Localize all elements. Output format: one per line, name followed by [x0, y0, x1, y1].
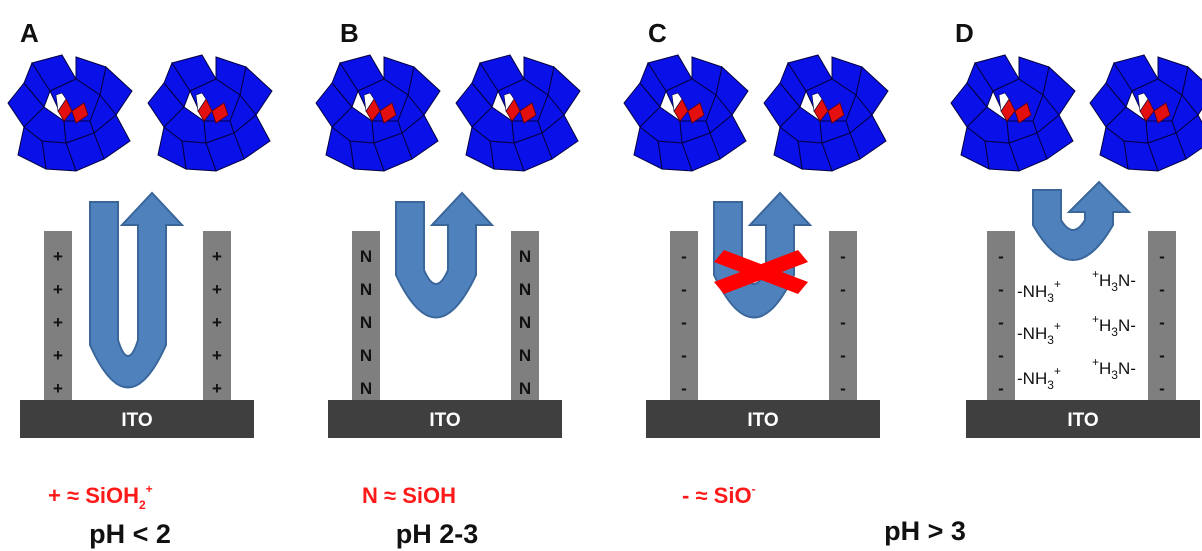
polyoxometalate-icon: [455, 54, 581, 172]
svg-text:-: -: [681, 280, 687, 299]
ito-substrate: [646, 400, 880, 438]
svg-text:-: -: [998, 280, 1004, 299]
amine-groups-right: +H3N- +H3N- +H3N-: [1092, 267, 1136, 382]
ito-label: ITO: [121, 410, 152, 431]
curved-arrow-icon: [1032, 180, 1132, 261]
panel-letter: B: [340, 18, 359, 48]
svg-text:-: -: [840, 280, 846, 299]
svg-text:+: +: [212, 379, 222, 398]
svg-text:-: -: [998, 313, 1004, 332]
right-wall-signs: + + + + +: [212, 247, 222, 398]
svg-text:-: -: [681, 379, 687, 398]
svg-text:-: -: [1159, 247, 1165, 266]
svg-text:-: -: [681, 346, 687, 365]
polyoxometalate-icon: [623, 54, 749, 172]
svg-text:N: N: [519, 379, 531, 398]
svg-text:+H3N-: +H3N-: [1092, 355, 1136, 382]
svg-text:-NH3+: -NH3+: [1017, 364, 1061, 392]
right-wall: [829, 231, 857, 401]
svg-text:-: -: [998, 379, 1004, 398]
right-wall: [203, 231, 231, 401]
svg-text:+: +: [53, 346, 63, 365]
svg-text:-: -: [840, 247, 846, 266]
panel-d: D - - - - - - - - - - -NH3+ -NH3+ -NH3+ …: [950, 18, 1202, 438]
curved-arrow-icon: [89, 191, 185, 389]
svg-text:N: N: [360, 247, 372, 266]
svg-text:-: -: [1159, 379, 1165, 398]
svg-text:+H3N-: +H3N-: [1092, 312, 1136, 339]
svg-text:+H3N-: +H3N-: [1092, 267, 1136, 294]
ito-label: ITO: [1067, 410, 1098, 431]
left-wall: [352, 231, 380, 401]
left-wall: [44, 231, 72, 401]
svg-text:+: +: [212, 346, 222, 365]
ito-substrate: [966, 400, 1200, 438]
svg-text:N: N: [360, 280, 372, 299]
polyoxometalate-icon: [315, 54, 441, 172]
svg-text:N: N: [519, 346, 531, 365]
svg-text:+: +: [53, 379, 63, 398]
right-wall-signs: N N N N N: [519, 247, 531, 398]
polyoxometalate-icon: [1089, 54, 1202, 172]
ph-label-b: pH 2-3: [396, 519, 479, 549]
right-wall: [511, 231, 539, 401]
svg-text:-: -: [1159, 346, 1165, 365]
panel-a: A + + + + + + + + + + ITO + ≈ SiOH2+ pH …: [7, 18, 273, 549]
panel-letter: D: [955, 18, 974, 48]
ph-label-cd: pH > 3: [884, 516, 966, 546]
svg-text:+: +: [212, 313, 222, 332]
svg-text:+: +: [53, 313, 63, 332]
legend-a: + ≈ SiOH2+: [48, 482, 153, 512]
polyoxometalate-icon: [147, 54, 273, 172]
svg-text:N: N: [360, 346, 372, 365]
legend-c: - ≈ SiO-: [682, 482, 756, 508]
polyoxometalate-icon: [7, 54, 133, 172]
svg-text:N: N: [519, 280, 531, 299]
left-wall-signs: + + + + +: [53, 247, 63, 398]
svg-text:+: +: [212, 247, 222, 266]
svg-text:-: -: [1159, 280, 1165, 299]
svg-text:-: -: [840, 346, 846, 365]
panel-b: B N N N N N N N N N N ITO N ≈ SiOH pH 2-…: [315, 18, 581, 549]
svg-text:N: N: [519, 313, 531, 332]
panel-letter: C: [648, 18, 667, 48]
svg-text:-: -: [998, 346, 1004, 365]
left-wall-signs: N N N N N: [360, 247, 372, 398]
svg-text:-: -: [998, 247, 1004, 266]
ph-label-a: pH < 2: [89, 519, 171, 549]
right-wall: [1148, 231, 1176, 401]
legend-b: N ≈ SiOH: [362, 483, 456, 508]
svg-text:-: -: [840, 313, 846, 332]
svg-text:-: -: [1159, 313, 1165, 332]
svg-text:+: +: [53, 247, 63, 266]
ito-label: ITO: [747, 410, 778, 431]
polyoxometalate-icon: [763, 54, 889, 172]
left-wall-signs: - - - - -: [681, 247, 687, 398]
right-wall-signs: - - - - -: [1159, 247, 1165, 398]
svg-text:-NH3+: -NH3+: [1017, 319, 1061, 347]
svg-text:-NH3+: -NH3+: [1017, 277, 1061, 305]
ito-substrate: [20, 400, 254, 438]
amine-groups-left: -NH3+ -NH3+ -NH3+: [1017, 277, 1061, 392]
svg-text:-: -: [681, 313, 687, 332]
right-wall-signs: - - - - -: [840, 247, 846, 398]
panel-letter: A: [20, 18, 39, 48]
curved-arrow-icon: [395, 191, 495, 319]
svg-text:N: N: [360, 313, 372, 332]
polyoxometalate-icon: [950, 54, 1076, 172]
svg-text:+: +: [53, 280, 63, 299]
blocked-cross-icon: [714, 250, 808, 294]
ito-substrate: [328, 400, 562, 438]
left-wall: [670, 231, 698, 401]
svg-text:-: -: [681, 247, 687, 266]
svg-text:N: N: [519, 247, 531, 266]
svg-text:-: -: [840, 379, 846, 398]
left-wall: [987, 231, 1015, 401]
svg-text:N: N: [360, 379, 372, 398]
ito-label: ITO: [429, 410, 460, 431]
left-wall-signs: - - - - -: [998, 247, 1004, 398]
panel-c: C - - - - - - - - - - ITO - ≈ SiO-: [623, 18, 889, 508]
svg-text:+: +: [212, 280, 222, 299]
